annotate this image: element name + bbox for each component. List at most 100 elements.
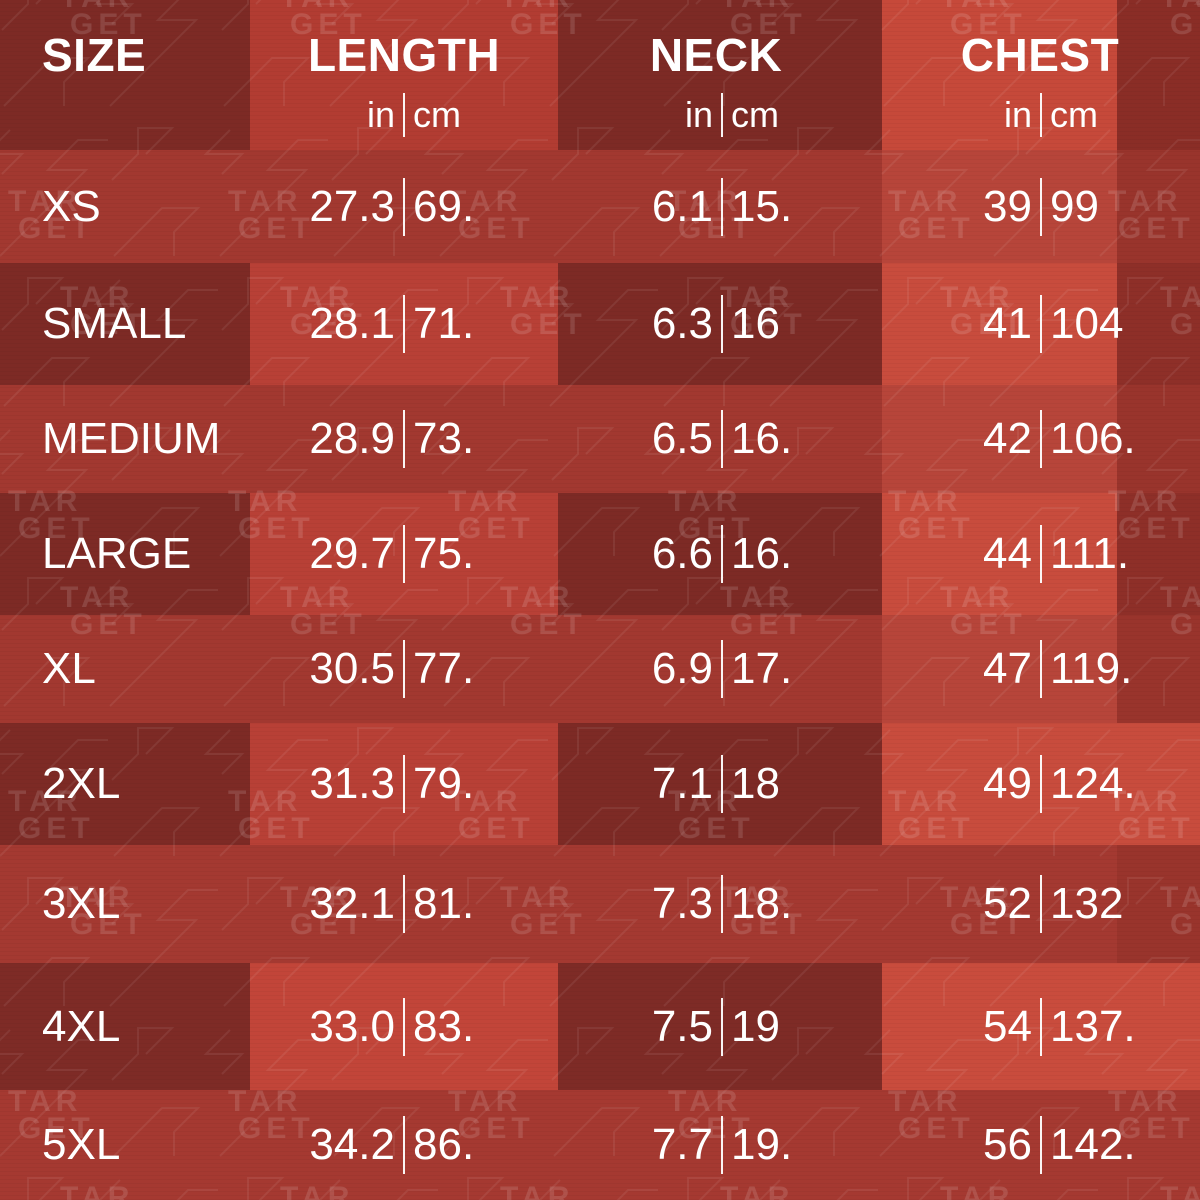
column-header-size: SIZE: [42, 29, 147, 81]
divider-line: [1040, 997, 1042, 1056]
divider-line: [403, 640, 405, 698]
unit-in-label: in: [1003, 94, 1032, 135]
neck-in-value: 6.1: [651, 181, 713, 231]
size-label: MEDIUM: [42, 414, 221, 463]
neck-cm-value: 16: [731, 299, 780, 348]
unit-cm-label: cm: [413, 94, 461, 135]
divider-line: [403, 295, 405, 353]
header-row: SIZE LENGTH NECK CHEST in cm in cm in cm: [0, 0, 1200, 150]
table-row: XS 27.3 69. 6.1 15. 39 99: [0, 150, 1200, 263]
chest-cm-value: 119.: [1050, 644, 1133, 693]
length-in-value: 27.3: [309, 181, 395, 231]
neck-cm-value: 19: [731, 1001, 780, 1051]
unit-divider-line: [403, 93, 405, 137]
size-label: XS: [42, 181, 101, 231]
size-label: 2XL: [42, 759, 121, 808]
row-stripe: [0, 385, 1200, 493]
length-cm-value: 69.: [413, 181, 475, 231]
neck-cm-value: 18: [731, 759, 780, 808]
row-stripe: [0, 493, 1200, 615]
row-stripe: [0, 845, 1200, 963]
divider-line: [403, 1116, 405, 1174]
row-stripe: [0, 615, 1200, 723]
row-stripe: [0, 963, 1200, 1090]
divider-line: [721, 1116, 723, 1174]
size-label: LARGE: [42, 529, 192, 578]
length-cm-value: 81.: [413, 879, 475, 928]
divider-line: [721, 295, 723, 353]
length-cm-value: 71.: [413, 299, 475, 348]
neck-cm-value: 15.: [731, 181, 793, 231]
table-row: XL 30.5 77. 6.9 17. 47 119.: [0, 615, 1200, 723]
divider-line: [403, 177, 405, 236]
chest-in-value: 56: [983, 1120, 1032, 1169]
length-in-value: 31.3: [309, 759, 395, 808]
divider-line: [403, 525, 405, 583]
neck-cm-value: 18.: [731, 879, 793, 928]
row-stripe: [0, 723, 1200, 845]
chest-in-value: 41: [983, 299, 1032, 348]
size-label: SMALL: [42, 299, 187, 348]
column-header-neck: NECK: [649, 29, 783, 81]
divider-line: [721, 640, 723, 698]
divider-line: [1040, 295, 1042, 353]
neck-cm-value: 16.: [731, 529, 793, 578]
length-cm-value: 86.: [413, 1120, 475, 1169]
neck-in-value: 6.6: [651, 529, 713, 578]
size-label: 4XL: [42, 1001, 121, 1051]
length-cm-value: 83.: [413, 1001, 475, 1051]
column-header-length: LENGTH: [307, 29, 501, 81]
neck-cm-value: 19.: [731, 1120, 793, 1169]
chest-in-value: 39: [983, 181, 1032, 231]
divider-line: [721, 525, 723, 583]
divider-line: [1040, 525, 1042, 583]
table-row: 4XL 33.0 83. 7.5 19 54 137.: [0, 963, 1200, 1090]
unit-cm-label: cm: [1050, 94, 1098, 135]
divider-line: [721, 875, 723, 933]
table-row: LARGE 29.7 75. 6.6 16. 44 111.: [0, 493, 1200, 615]
table-row: 3XL 32.1 81. 7.3 18. 52 132: [0, 845, 1200, 963]
length-cm-value: 77.: [413, 644, 475, 693]
neck-in-value: 7.5: [651, 1001, 713, 1051]
length-in-value: 32.1: [309, 879, 395, 928]
size-label: 3XL: [42, 879, 121, 928]
length-in-value: 33.0: [309, 1001, 395, 1051]
chest-cm-value: 132: [1050, 879, 1124, 928]
chest-in-value: 52: [983, 879, 1032, 928]
neck-cm-value: 17.: [731, 644, 793, 693]
neck-in-value: 6.3: [651, 299, 713, 348]
neck-in-value: 7.3: [651, 879, 713, 928]
divider-line: [403, 997, 405, 1056]
chest-cm-value: 142.: [1050, 1120, 1136, 1169]
length-in-value: 30.5: [309, 644, 395, 693]
divider-line: [1040, 410, 1042, 468]
divider-line: [721, 410, 723, 468]
chest-cm-value: 111.: [1050, 529, 1130, 578]
length-in-value: 29.7: [309, 529, 395, 578]
chest-in-value: 44: [983, 529, 1032, 578]
divider-line: [403, 410, 405, 468]
divider-line: [1040, 875, 1042, 933]
divider-line: [1040, 1116, 1042, 1174]
length-cm-value: 75.: [413, 529, 475, 578]
neck-in-value: 7.1: [651, 759, 713, 808]
column-header-chest: CHEST: [960, 29, 1120, 81]
row-stripe: [0, 150, 1200, 263]
row-stripe: [0, 0, 1200, 150]
table-row: 2XL 31.3 79. 7.1 18 49 124.: [0, 723, 1200, 845]
chest-in-value: 54: [983, 1001, 1032, 1051]
chest-cm-value: 137.: [1050, 1001, 1136, 1051]
table-row: SMALL 28.1 71. 6.3 16 41 104: [0, 263, 1200, 385]
unit-divider-line: [721, 93, 723, 137]
size-label: XL: [42, 644, 96, 693]
unit-in-label: in: [684, 94, 713, 135]
table-row: 5XL 34.2 86. 7.7 19. 56 142.: [0, 1090, 1200, 1200]
unit-in-label: in: [366, 94, 395, 135]
chest-in-value: 49: [983, 759, 1032, 808]
divider-line: [403, 875, 405, 933]
divider-line: [1040, 755, 1042, 813]
divider-line: [1040, 177, 1042, 236]
divider-line: [721, 755, 723, 813]
divider-line: [403, 755, 405, 813]
